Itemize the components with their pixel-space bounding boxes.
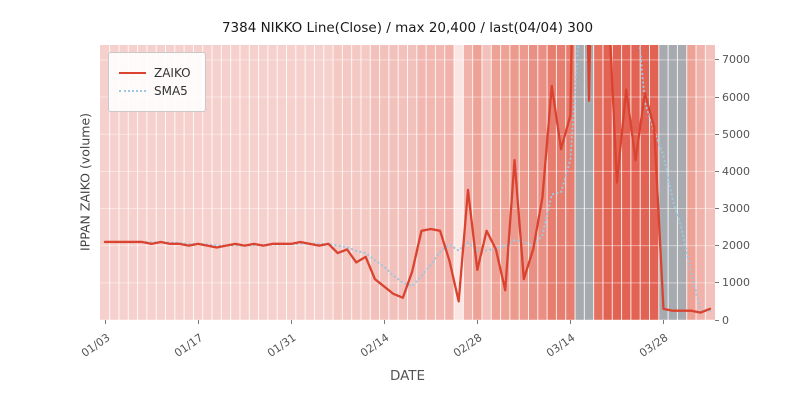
sma5-line-sample (119, 90, 146, 92)
y-tick-mark (715, 282, 719, 284)
y-tick-label: 4000 (722, 164, 750, 178)
y-tick-label: 3000 (722, 202, 750, 215)
y-tick-mark (715, 319, 719, 321)
y-tick-label: 6000 (722, 90, 750, 104)
y-tick-mark (715, 208, 719, 209)
y-axis-label: IPPAN ZAIKO (volume) (77, 112, 93, 252)
y-tick-mark (715, 170, 719, 172)
legend-label-sma5: SMA5 (154, 84, 188, 98)
y-tick-mark (715, 59, 719, 61)
x-tick-mark (104, 320, 106, 324)
x-tick-mark (662, 320, 664, 324)
legend: ZAIKO SMA5 (108, 52, 206, 112)
x-tick-mark (290, 320, 292, 324)
zaiko-line-sample (119, 72, 146, 74)
y-tick-label: 5000 (722, 127, 750, 141)
y-tick-mark (715, 133, 719, 135)
chart-title: 7384 NIKKO Line(Close) / max 20,400 / la… (221, 20, 594, 36)
legend-item-sma5: SMA5 (119, 84, 191, 98)
legend-item-zaiko: ZAIKO (119, 66, 191, 80)
x-tick-label: 02/28 (451, 331, 485, 360)
x-tick-label: 01/03 (79, 331, 113, 360)
x-axis-label: DATE (389, 368, 426, 384)
y-tick-label: 2000 (722, 239, 750, 253)
x-tick-label: 02/14 (358, 331, 392, 360)
y-tick-label: 7000 (722, 53, 750, 67)
x-tick-label: 01/31 (265, 331, 299, 360)
x-tick-mark (476, 320, 478, 324)
legend-label-zaiko: ZAIKO (154, 66, 191, 80)
y-tick-label: 0 (722, 313, 729, 327)
y-tick-label: 1000 (722, 276, 750, 290)
x-tick-label: 03/28 (637, 331, 671, 360)
x-tick-mark (569, 320, 571, 324)
x-tick-mark (197, 320, 199, 324)
x-tick-label: 03/14 (544, 331, 578, 360)
x-tick-label: 01/17 (172, 331, 206, 360)
y-tick-mark (715, 96, 719, 98)
x-tick-mark (383, 320, 385, 324)
y-tick-mark (715, 245, 719, 247)
